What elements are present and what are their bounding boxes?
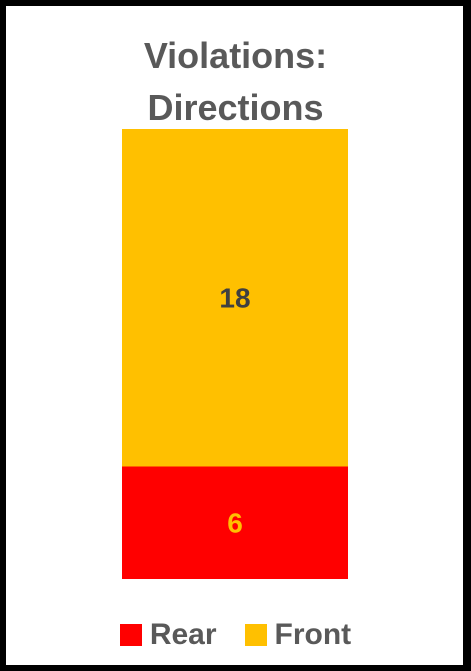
chart-title-line-2: Directions <box>147 87 324 128</box>
legend-swatch-rear <box>119 624 142 646</box>
legend-item-rear: Rear <box>119 618 217 652</box>
legend-label-rear: Rear <box>149 618 217 651</box>
legend: Rear Front <box>0 618 471 652</box>
data-label-rear: 6 <box>227 507 243 538</box>
chart-title: Violations: Directions <box>0 30 471 134</box>
bar-segment-front <box>122 129 348 467</box>
legend-item-front: Front <box>244 618 352 652</box>
chart-title-line-1: Violations: <box>143 35 328 76</box>
data-label-front: 18 <box>219 282 250 313</box>
legend-label-front: Front <box>274 618 352 651</box>
bar-segment-rear <box>122 466 348 579</box>
legend-swatch-front <box>244 624 267 646</box>
